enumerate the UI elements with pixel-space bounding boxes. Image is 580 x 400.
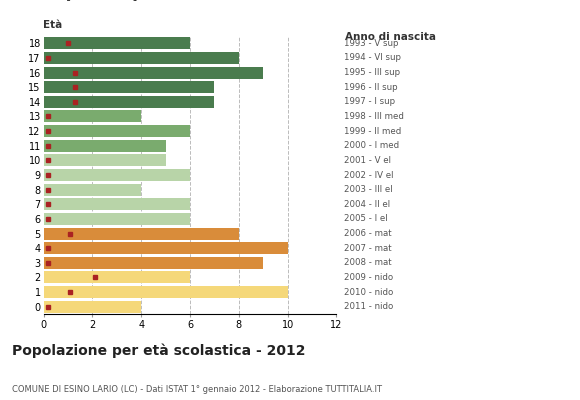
Bar <box>44 66 263 78</box>
Bar <box>44 37 190 49</box>
Bar <box>44 96 215 108</box>
Text: 1997 - I sup: 1997 - I sup <box>344 97 395 106</box>
Text: 2001 - V el: 2001 - V el <box>344 156 391 165</box>
Text: 1993 - V sup: 1993 - V sup <box>344 39 398 48</box>
Bar <box>44 154 165 166</box>
Bar <box>44 198 190 210</box>
Bar <box>44 272 190 284</box>
Text: 2000 - I med: 2000 - I med <box>344 141 399 150</box>
Text: 2004 - II el: 2004 - II el <box>344 200 390 209</box>
Bar <box>44 242 288 254</box>
Text: 1998 - III med: 1998 - III med <box>344 112 404 121</box>
Text: 1995 - III sup: 1995 - III sup <box>344 68 400 77</box>
Text: 2002 - IV el: 2002 - IV el <box>344 170 393 180</box>
Text: 1994 - VI sup: 1994 - VI sup <box>344 54 401 62</box>
Bar <box>44 301 141 313</box>
Bar <box>44 52 239 64</box>
Bar <box>44 125 190 137</box>
Bar <box>44 213 190 225</box>
Bar <box>44 140 165 152</box>
Bar <box>44 257 263 269</box>
Bar <box>44 169 190 181</box>
Text: 2003 - III el: 2003 - III el <box>344 185 393 194</box>
Text: 2009 - nido: 2009 - nido <box>344 273 393 282</box>
Bar <box>44 81 215 93</box>
Text: 2007 - mat: 2007 - mat <box>344 244 392 253</box>
Text: 2006 - mat: 2006 - mat <box>344 229 392 238</box>
Text: 1996 - II sup: 1996 - II sup <box>344 83 397 92</box>
Legend: Sec. II grado, Sec. I grado, Scuola Primaria, Scuola dell'Infanzia, Asilo Nido, : Sec. II grado, Sec. I grado, Scuola Prim… <box>24 0 448 4</box>
Bar <box>44 286 288 298</box>
Text: 1999 - II med: 1999 - II med <box>344 127 401 136</box>
Text: COMUNE DI ESINO LARIO (LC) - Dati ISTAT 1° gennaio 2012 - Elaborazione TUTTITALI: COMUNE DI ESINO LARIO (LC) - Dati ISTAT … <box>12 385 382 394</box>
Text: Anno di nascita: Anno di nascita <box>345 32 436 42</box>
Text: 2005 - I el: 2005 - I el <box>344 214 387 223</box>
Text: Età: Età <box>44 20 63 30</box>
Text: Popolazione per età scolastica - 2012: Popolazione per età scolastica - 2012 <box>12 344 305 358</box>
Text: 2008 - mat: 2008 - mat <box>344 258 392 267</box>
Bar <box>44 110 141 122</box>
Bar <box>44 184 141 196</box>
Bar <box>44 228 239 240</box>
Text: 2010 - nido: 2010 - nido <box>344 288 393 296</box>
Text: 2011 - nido: 2011 - nido <box>344 302 393 311</box>
